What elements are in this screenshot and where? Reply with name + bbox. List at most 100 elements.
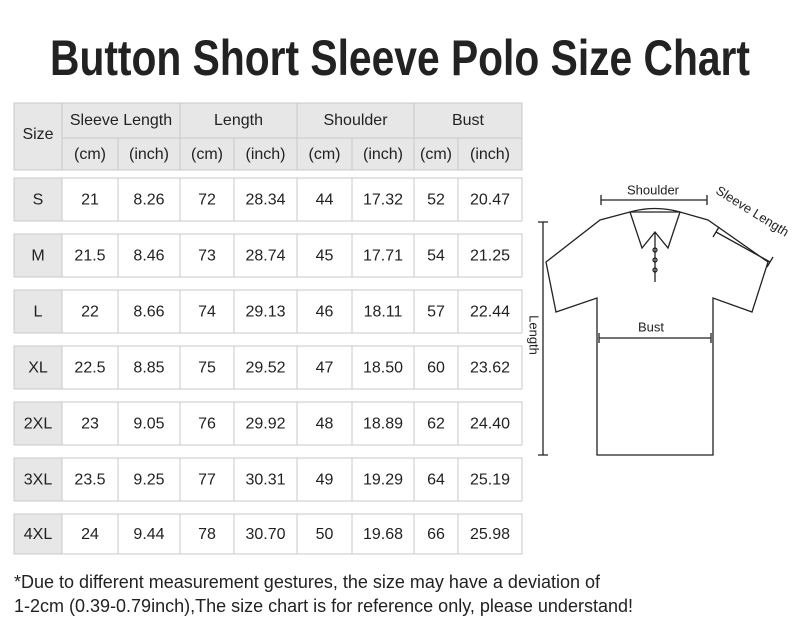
length-arrow: [538, 221, 548, 456]
value-cell: 77: [198, 472, 216, 489]
header-cell: Sleeve Length: [70, 112, 172, 129]
footnote: *Due to different measurement gestures, …: [14, 572, 601, 592]
cell-bg: [233, 289, 298, 334]
cell-bg: [351, 345, 415, 390]
bust-arrow: [598, 333, 712, 343]
cell-bg: [179, 401, 235, 446]
value-cell: 25.98: [470, 526, 510, 543]
cell-bg: [351, 513, 415, 555]
cell-bg: [117, 457, 181, 502]
cell-bg: [296, 345, 353, 390]
cell-bg: [296, 289, 353, 334]
size-cell: 2XL: [24, 416, 53, 433]
value-cell: 28.74: [245, 248, 285, 265]
cell-bg: [179, 289, 235, 334]
value-cell: 17.71: [363, 248, 403, 265]
value-cell: 21: [81, 192, 99, 209]
cell-bg: [296, 457, 353, 502]
size-cell: S: [33, 192, 44, 209]
value-cell: 29.92: [245, 416, 285, 433]
size-cell: M: [31, 248, 44, 265]
size-cell: 4XL: [24, 526, 53, 543]
value-cell: 19.29: [363, 472, 403, 489]
unit-cell: (cm): [309, 146, 341, 163]
cell-bg: [233, 137, 298, 171]
value-cell: 18.89: [363, 416, 403, 433]
value-cell: 60: [427, 360, 445, 377]
cell-bg: [61, 102, 181, 139]
cell-bg: [179, 137, 235, 171]
value-cell: 22.5: [74, 360, 105, 377]
cell-bg: [117, 177, 181, 222]
shirt-diagram: Shoulder Bust Length Sleeve Length: [527, 182, 792, 456]
cell-bg: [13, 457, 63, 502]
cell-bg: [13, 345, 63, 390]
value-cell: 23.62: [470, 360, 510, 377]
sleeve-arrow: [712, 226, 774, 268]
cell-bg: [457, 137, 523, 171]
value-cell: 48: [316, 416, 334, 433]
cell-bg: [13, 233, 63, 278]
value-cell: 22.44: [470, 304, 510, 321]
value-cell: 30.70: [245, 526, 285, 543]
cell-bg: [179, 457, 235, 502]
cell-bg: [61, 513, 119, 555]
value-cell: 49: [316, 472, 334, 489]
cell-bg: [117, 137, 181, 171]
size-cell: XL: [28, 360, 48, 377]
cell-bg: [233, 401, 298, 446]
value-cell: 24.40: [470, 416, 510, 433]
value-cell: 22: [81, 304, 99, 321]
cell-bg: [457, 345, 523, 390]
value-cell: 9.25: [133, 472, 164, 489]
value-cell: 8.26: [133, 192, 164, 209]
cell-bg: [457, 289, 523, 334]
button: [652, 247, 658, 253]
cell-bg: [457, 457, 523, 502]
unit-cell: (inch): [470, 146, 510, 163]
size-cell: L: [34, 304, 43, 321]
value-cell: 29.13: [245, 304, 285, 321]
value-cell: 24: [81, 526, 99, 543]
value-cell: 72: [198, 192, 216, 209]
value-cell: 18.50: [363, 360, 403, 377]
header-cell: Size: [22, 126, 53, 143]
value-cell: 17.32: [363, 192, 403, 209]
value-cell: 20.47: [470, 192, 510, 209]
value-cell: 75: [198, 360, 216, 377]
cell-bg: [233, 345, 298, 390]
value-cell: 23: [81, 416, 99, 433]
value-cell: 50: [316, 526, 334, 543]
cell-bg: [296, 233, 353, 278]
cell-bg: [413, 289, 459, 334]
unit-cell: (cm): [420, 146, 452, 163]
unit-cell: (inch): [245, 146, 285, 163]
footnote: 1-2cm (0.39-0.79inch),The size chart is …: [14, 596, 633, 616]
cell-bg: [296, 401, 353, 446]
value-cell: 54: [427, 248, 445, 265]
cell-bg: [233, 513, 298, 555]
value-cell: 52: [427, 192, 445, 209]
value-cell: 8.85: [133, 360, 164, 377]
value-cell: 30.31: [245, 472, 285, 489]
cell-bg: [413, 177, 459, 222]
cell-bg: [13, 177, 63, 222]
header-cell: Shoulder: [323, 112, 388, 129]
value-cell: 46: [316, 304, 334, 321]
cell-bg: [413, 513, 459, 555]
shirt-collar: [629, 207, 681, 282]
value-cell: 66: [427, 526, 445, 543]
cell-bg: [61, 457, 119, 502]
cell-bg: [296, 177, 353, 222]
value-cell: 9.05: [133, 416, 164, 433]
value-cell: 8.46: [133, 248, 164, 265]
value-cell: 8.66: [133, 304, 164, 321]
cell-bg: [351, 401, 415, 446]
cell-bg: [413, 401, 459, 446]
value-cell: 21.25: [470, 248, 510, 265]
cell-bg: [117, 345, 181, 390]
bust-label: Bust: [638, 319, 664, 334]
value-cell: 25.19: [470, 472, 510, 489]
cell-bg: [179, 177, 235, 222]
